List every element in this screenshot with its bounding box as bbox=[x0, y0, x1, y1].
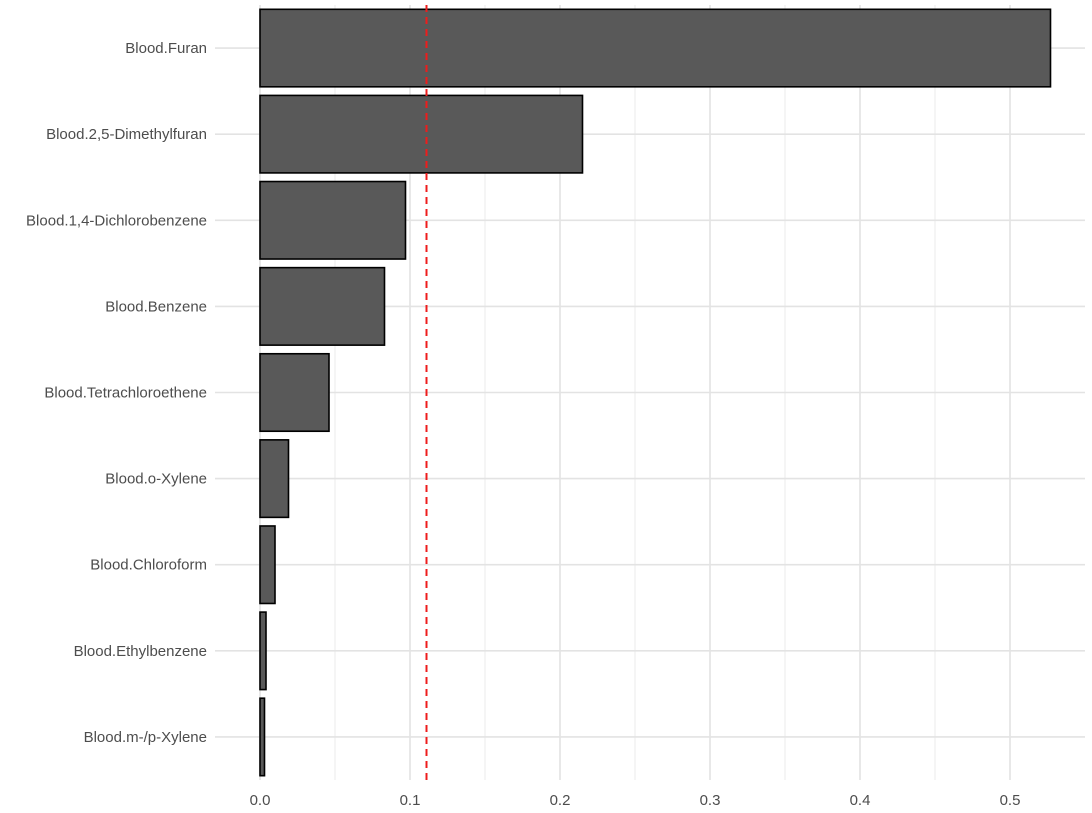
bar-2 bbox=[259, 180, 407, 260]
x-tick-label: 0.4 bbox=[850, 792, 871, 809]
x-tick-label: 0.5 bbox=[1000, 792, 1021, 809]
bar-7 bbox=[259, 611, 267, 691]
y-tick-label: Blood.Chloroform bbox=[90, 557, 207, 574]
y-tick-label: Blood.Benzene bbox=[105, 298, 207, 315]
bar-0 bbox=[259, 8, 1052, 88]
bar-5 bbox=[259, 439, 290, 519]
bar-6 bbox=[259, 525, 276, 605]
bar-3 bbox=[259, 266, 386, 346]
y-tick-label: Blood.m-/p-Xylene bbox=[84, 729, 207, 746]
y-tick-label: Blood.Tetrachloroethene bbox=[44, 385, 207, 402]
y-tick-label: Blood.Furan bbox=[125, 40, 207, 57]
x-tick-label: 0.2 bbox=[550, 792, 571, 809]
y-tick-label: Blood.o-Xylene bbox=[105, 471, 207, 488]
bar-1 bbox=[259, 94, 584, 174]
y-tick-label: Blood.1,4-Dichlorobenzene bbox=[26, 212, 207, 229]
x-tick-label: 0.1 bbox=[400, 792, 421, 809]
bar-4 bbox=[259, 352, 330, 433]
x-tick-label: 0.3 bbox=[700, 792, 721, 809]
bar-8 bbox=[259, 697, 266, 777]
y-tick-label: Blood.Ethylbenzene bbox=[74, 643, 207, 660]
y-tick-label: Blood.2,5-Dimethylfuran bbox=[46, 126, 207, 143]
x-tick-label: 0.0 bbox=[250, 792, 271, 809]
